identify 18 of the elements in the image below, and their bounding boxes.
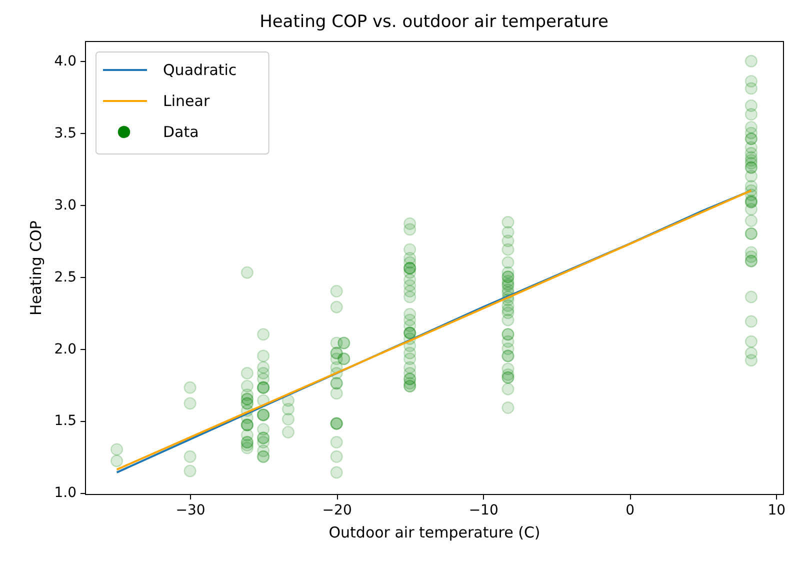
y-tick-label: 4.0 bbox=[54, 54, 76, 70]
legend-label: Quadratic bbox=[163, 61, 237, 79]
y-tick-label: 2.5 bbox=[54, 269, 76, 286]
x-tick-label: 0 bbox=[626, 502, 635, 518]
x-tick-label: −30 bbox=[176, 502, 206, 518]
y-axis-title: Heating COP bbox=[27, 220, 46, 316]
y-tick-label: 1.0 bbox=[54, 485, 76, 502]
y-tick-label: 1.5 bbox=[54, 413, 76, 430]
legend-label: Linear bbox=[163, 92, 210, 110]
x-tick-label: 10 bbox=[768, 502, 786, 518]
chart-title: Heating COP vs. outdoor air temperature bbox=[260, 12, 608, 32]
y-tick-label: 3.0 bbox=[54, 197, 76, 214]
x-axis-title: Outdoor air temperature (C) bbox=[328, 524, 540, 542]
y-tick-label: 3.5 bbox=[54, 126, 76, 142]
x-tick-label: −10 bbox=[468, 502, 498, 518]
x-tick-label: −20 bbox=[322, 502, 352, 518]
legend-label: Data bbox=[163, 123, 199, 141]
y-tick-label: 2.0 bbox=[54, 341, 76, 358]
